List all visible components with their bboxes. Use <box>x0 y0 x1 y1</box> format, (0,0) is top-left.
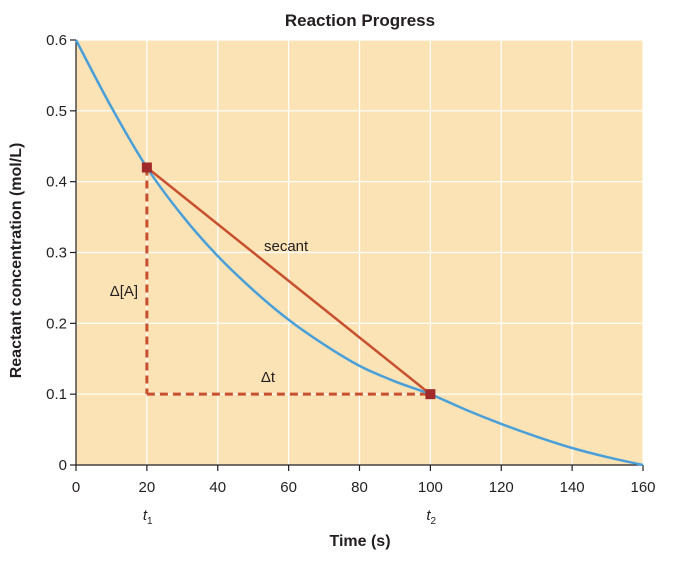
axis-ticks: 0 20 40 60 80 100 120 140 160 0 0.1 0.2 0.3 0.4 0.5 0.6 <box>46 32 655 496</box>
x-tick-label: 100 <box>418 479 443 496</box>
x-tick-label: 140 <box>560 479 585 496</box>
y-tick-label: 0.2 <box>46 315 67 332</box>
y-tick-label: 0.4 <box>46 174 67 191</box>
y-tick-label: 0.6 <box>46 32 67 49</box>
y-tick-label: 0.5 <box>46 103 67 120</box>
t1-letter: t <box>143 507 148 524</box>
t2-letter: t <box>426 507 431 524</box>
delta-t-label: Δt <box>261 369 276 386</box>
t2-label: t2 <box>426 507 436 527</box>
x-tick-label: 160 <box>630 479 655 496</box>
secant-label: secant <box>264 238 309 255</box>
x-tick-label: 40 <box>209 479 226 496</box>
secant-line <box>146 166 432 396</box>
concentration-curve <box>74 39 644 467</box>
y-axis-title: Reactant concentration (mol/L) <box>8 143 25 379</box>
x-tick-label: 80 <box>351 479 368 496</box>
delta-t-text: Δt <box>261 369 276 386</box>
x-tick-label: 20 <box>139 479 156 496</box>
t2-subscript: 2 <box>431 516 437 527</box>
t1-label: t1 <box>143 507 153 527</box>
grid-lines <box>76 39 644 465</box>
t1-subscript: 1 <box>147 516 153 527</box>
secant-point-marker <box>141 162 152 173</box>
chart-title: Reaction Progress <box>285 11 435 30</box>
secant-point-marker <box>425 389 436 400</box>
x-tick-label: 60 <box>280 479 297 496</box>
delta-a-label: Δ[A] <box>110 283 138 300</box>
x-axis-title: Time (s) <box>329 533 390 550</box>
y-tick-label: 0 <box>59 457 67 474</box>
x-tick-label: 120 <box>489 479 514 496</box>
y-tick-label: 0.1 <box>46 386 67 403</box>
chart-marks <box>74 39 644 467</box>
x-tick-label: 0 <box>72 479 80 496</box>
y-tick-label: 0.3 <box>46 245 67 262</box>
